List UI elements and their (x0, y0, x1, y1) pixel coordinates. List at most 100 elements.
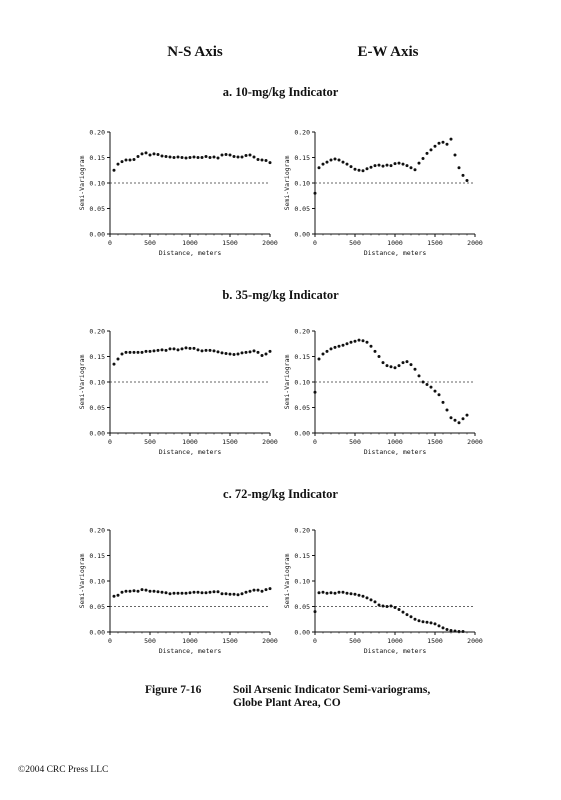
y-tick-label: 0.00 (294, 430, 310, 438)
data-point (248, 350, 252, 354)
x-tick-label: 1500 (222, 637, 238, 645)
data-point (172, 591, 176, 595)
data-point (164, 348, 168, 352)
data-point (152, 152, 156, 156)
data-point (313, 610, 317, 614)
data-point (345, 342, 349, 346)
data-point (256, 588, 260, 592)
chart-a-ns: 0.00 0.05 0.10 0.15 0.20 0 500 1000 1500 2000 Dist… (78, 129, 278, 258)
data-point (389, 604, 393, 608)
chart-b-ns: 0.00 0.05 0.10 0.15 0.20 0 500 1000 1500 2000 Dist… (78, 328, 278, 457)
data-point (321, 590, 325, 594)
data-point (208, 156, 212, 159)
x-tick-label: 500 (144, 637, 156, 645)
x-tick-label: 1000 (387, 239, 403, 247)
data-point (212, 155, 216, 159)
data-point (425, 620, 429, 624)
data-point (361, 169, 365, 173)
x-tick-label: 500 (349, 239, 361, 247)
data-point (461, 629, 465, 633)
data-point (196, 348, 200, 352)
data-point (417, 161, 421, 165)
data-point (341, 590, 345, 594)
data-point (216, 590, 220, 594)
x-tick-label: 2000 (262, 438, 278, 446)
data-point (457, 166, 461, 170)
data-point (244, 153, 248, 157)
y-tick-label: 0.10 (89, 180, 105, 188)
data-point (220, 153, 224, 157)
x-tick-label: 1000 (182, 239, 198, 247)
data-point (124, 158, 128, 162)
data-point (405, 613, 409, 617)
data-point (240, 351, 244, 355)
y-tick-label: 0.00 (294, 231, 310, 239)
x-tick-label: 0 (313, 239, 317, 247)
data-point (317, 591, 321, 595)
data-point (160, 590, 164, 594)
data-point (192, 346, 196, 350)
copyright-notice: ©2004 CRC Press LLC (18, 765, 109, 775)
data-point (445, 142, 449, 146)
data-point (204, 154, 208, 158)
data-point (240, 155, 244, 159)
data-point (377, 355, 381, 358)
y-tick-label: 0.15 (89, 552, 105, 560)
data-point (120, 590, 124, 594)
data-point (168, 347, 172, 351)
data-point (128, 350, 132, 354)
data-point (164, 591, 168, 595)
x-tick-label: 0 (313, 438, 317, 446)
data-point (256, 158, 260, 162)
data-point (413, 367, 417, 371)
data-point (152, 349, 156, 353)
data-point (264, 588, 268, 592)
data-point (148, 153, 152, 157)
data-point (160, 154, 164, 158)
data-point (453, 418, 457, 422)
data-point (264, 352, 268, 356)
data-point (465, 178, 469, 182)
data-point (453, 629, 457, 633)
data-point (212, 590, 216, 594)
data-point (144, 151, 148, 155)
x-tick-label: 0 (313, 637, 317, 645)
column-header-ew: E-W Axis (357, 44, 419, 60)
data-point (112, 594, 116, 598)
data-point (212, 349, 216, 353)
data-point (421, 380, 425, 384)
data-point (128, 589, 132, 593)
data-point (441, 400, 445, 404)
data-point (200, 156, 204, 159)
data-point (465, 413, 469, 417)
data-point (176, 591, 180, 595)
data-point (373, 600, 377, 604)
data-point (381, 164, 385, 168)
y-tick-label: 0.20 (294, 527, 310, 535)
y-tick-label: 0.10 (294, 379, 310, 387)
x-tick-label: 1500 (427, 438, 443, 446)
data-point (349, 165, 353, 169)
data-point (385, 163, 389, 167)
data-point (437, 141, 441, 145)
y-tick-label: 0.00 (89, 430, 105, 438)
y-tick-label: 0.20 (294, 129, 310, 137)
data-point (260, 158, 264, 162)
data-point (369, 598, 373, 602)
data-point (268, 161, 272, 165)
y-tick-label: 0.15 (294, 552, 310, 560)
data-point (433, 144, 437, 148)
data-point (176, 155, 180, 159)
data-point (401, 162, 405, 166)
data-point (385, 605, 389, 608)
data-point (132, 158, 136, 162)
data-point (449, 628, 453, 632)
data-point (220, 592, 224, 596)
caption-line-1: Soil Arsenic Indicator Semi-variograms, (233, 684, 431, 696)
data-point (349, 592, 353, 596)
data-point (236, 593, 240, 597)
data-point (140, 152, 144, 156)
data-point (417, 374, 421, 378)
data-point (116, 162, 120, 166)
data-point (325, 349, 329, 353)
